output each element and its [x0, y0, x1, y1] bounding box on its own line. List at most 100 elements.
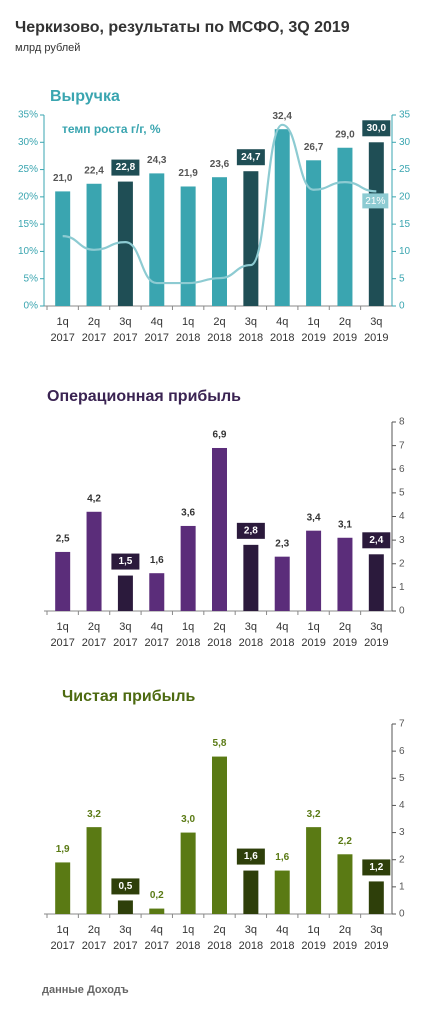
x-tick-label: 4q	[276, 924, 288, 936]
value-label: 30,0	[367, 123, 387, 134]
chart-title: Операционная прибыль	[47, 388, 241, 405]
y-tick-label: 10	[399, 246, 411, 257]
x-tick-label: 2019	[364, 332, 388, 344]
y-tick-label: 7	[399, 719, 405, 730]
bar	[86, 183, 102, 306]
x-tick-label: 2017	[82, 332, 106, 344]
x-tick-label: 2017	[145, 637, 169, 649]
x-tick-label: 2019	[364, 637, 388, 649]
x-tick-label: 1q	[182, 924, 194, 936]
y-tick-label: 8	[399, 417, 405, 428]
x-tick-label: 2018	[239, 332, 263, 344]
bar	[212, 756, 227, 914]
bar	[180, 525, 196, 611]
value-label: 26,7	[304, 142, 324, 153]
x-tick-label: 1q	[307, 924, 319, 936]
bar	[243, 544, 259, 611]
value-label-box	[236, 522, 265, 539]
value-label: 4,2	[87, 493, 101, 504]
x-tick-label: 2q	[213, 924, 225, 936]
x-tick-label: 2q	[88, 924, 100, 936]
y-tick-label: 20	[399, 191, 411, 202]
x-tick-label: 3q	[245, 316, 257, 328]
x-tick-label: 1q	[182, 621, 194, 633]
bar	[117, 181, 133, 306]
y-tick-label: 30	[399, 137, 411, 148]
value-label: 1,9	[56, 844, 70, 855]
x-tick-label: 2019	[333, 332, 357, 344]
y2-tick-label: 10%	[18, 246, 38, 257]
bar	[368, 142, 384, 306]
line-label-box	[362, 193, 389, 209]
y-tick-label: 5	[399, 273, 405, 284]
x-tick-label: 4q	[151, 924, 163, 936]
value-label-box	[362, 120, 391, 137]
x-tick-label: 2017	[145, 940, 169, 952]
x-tick-label: 1q	[307, 621, 319, 633]
value-label: 3,4	[307, 512, 321, 523]
value-label: 3,2	[87, 809, 101, 820]
y-tick-label: 5	[399, 488, 405, 499]
x-tick-label: 2q	[339, 316, 351, 328]
x-tick-label: 2018	[176, 940, 200, 952]
x-tick-label: 4q	[151, 316, 163, 328]
bar	[306, 530, 322, 611]
y-tick-label: 25	[399, 164, 411, 175]
chart-title: Выручка	[50, 88, 120, 105]
bar	[149, 573, 165, 611]
x-tick-label: 2017	[82, 637, 106, 649]
y-tick-label: 15	[399, 219, 411, 230]
x-tick-label: 2018	[270, 940, 294, 952]
y2-tick-label: 5%	[24, 273, 39, 284]
page-title: Черкизово, результаты по МСФО, 3Q 2019	[15, 19, 350, 36]
x-tick-label: 2017	[145, 332, 169, 344]
bar	[243, 870, 259, 914]
x-tick-label: 2018	[207, 332, 231, 344]
y2-tick-label: 35%	[18, 110, 38, 121]
y-tick-label: 1	[399, 881, 405, 892]
value-label: 2,2	[338, 836, 352, 847]
value-label: 6,9	[213, 430, 227, 441]
value-label: 3,0	[181, 814, 195, 825]
bar	[337, 147, 353, 306]
x-tick-label: 2017	[82, 940, 106, 952]
y-tick-label: 1	[399, 582, 405, 593]
x-tick-label: 3q	[245, 924, 257, 936]
y2-tick-label: 25%	[18, 164, 38, 175]
bar	[274, 870, 290, 914]
bar	[274, 129, 290, 306]
y-tick-label: 4	[399, 511, 405, 522]
x-tick-label: 2019	[333, 637, 357, 649]
bar	[180, 186, 196, 306]
value-label: 3,2	[307, 809, 321, 820]
bar	[117, 575, 133, 611]
value-label: 1,6	[244, 851, 258, 862]
value-label: 3,6	[181, 508, 195, 519]
bar	[149, 173, 165, 306]
x-tick-label: 2q	[213, 621, 225, 633]
chart-title: Чистая прибыль	[62, 688, 195, 705]
y-tick-label: 5	[399, 773, 405, 784]
x-tick-label: 2018	[207, 940, 231, 952]
value-label-box	[362, 859, 391, 876]
bar	[55, 551, 71, 611]
value-label-box	[236, 149, 265, 166]
source: данные Доходъ	[42, 984, 129, 996]
line-label: 21%	[365, 196, 385, 207]
value-label: 24,7	[241, 152, 261, 163]
bar	[212, 177, 227, 306]
value-label: 1,2	[369, 862, 383, 873]
y-tick-label: 7	[399, 440, 405, 451]
y-tick-label: 2	[399, 854, 405, 865]
x-tick-label: 2q	[88, 316, 100, 328]
value-label: 1,5	[118, 556, 132, 567]
x-tick-label: 2018	[270, 637, 294, 649]
x-tick-label: 3q	[119, 316, 131, 328]
bar	[368, 881, 384, 914]
x-tick-label: 2018	[207, 637, 231, 649]
value-label-box	[111, 553, 140, 570]
value-label: 22,8	[116, 162, 136, 173]
y-tick-label: 6	[399, 746, 405, 757]
x-tick-label: 1q	[307, 316, 319, 328]
bar	[117, 900, 133, 914]
